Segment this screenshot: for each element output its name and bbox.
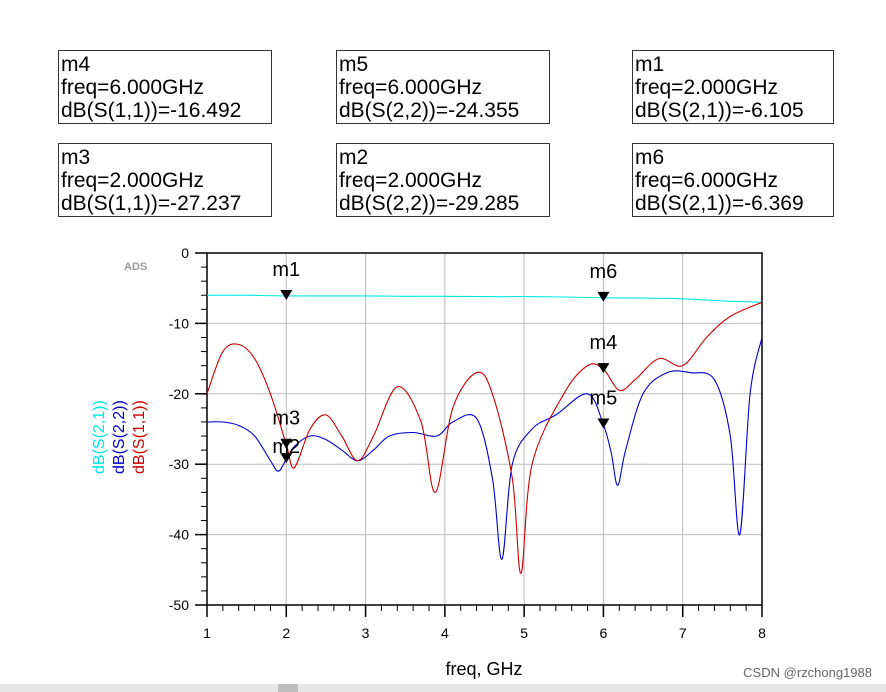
ads-brand-label: ADS (124, 261, 147, 273)
y-tick-label: -50 (169, 597, 189, 613)
marker-m6-triangle (597, 291, 610, 302)
x-tick-label: 1 (203, 625, 211, 641)
y-axis-legend: dB(S(2,1)) dB(S(2,2)) dB(S(1,1)) (91, 400, 148, 474)
scrollbar-thumb[interactable] (278, 684, 298, 692)
marker-m5-triangle (597, 418, 610, 429)
marker-name: m2 (339, 146, 369, 169)
marker-name: m4 (61, 53, 91, 76)
marker-freq: freq=6.000GHz (61, 76, 205, 99)
marker-m2-triangle (280, 453, 293, 464)
marker-value: dB(S(1,1))=-16.492 (61, 99, 242, 122)
marker-value: dB(S(2,1))=-6.105 (635, 99, 804, 122)
x-tick-label: 8 (758, 625, 766, 641)
y-tick-label: 0 (181, 245, 189, 261)
marker-m3-triangle (280, 438, 293, 449)
tick-labels: 1 2 3 4 5 6 7 8 0 -10 -20 -30 -40 -50 (169, 245, 766, 641)
marker-readout-m2: m2 freq=2.000GHz dB(S(2,2))=-29.285 (336, 143, 550, 217)
x-axis-label: freq, GHz (445, 659, 522, 679)
marker-value: dB(S(2,2))=-29.285 (339, 192, 520, 215)
plot-area (206, 252, 763, 606)
marker-m6-label: m6 (590, 261, 618, 283)
x-tick-label: 3 (362, 625, 370, 641)
series-line-s21 (206, 294, 763, 303)
marker-value: dB(S(1,1))=-27.237 (61, 192, 242, 215)
x-tick-label: 4 (441, 625, 449, 641)
marker-freq: freq=2.000GHz (61, 169, 205, 192)
series-line-s11 (206, 301, 763, 574)
horizontal-scrollbar[interactable] (0, 684, 886, 692)
y-tick-label: -30 (169, 456, 189, 472)
marker-readout-m1: m1 freq=2.000GHz dB(S(2,1))=-6.105 (632, 50, 834, 124)
plot-frame (206, 252, 763, 606)
marker-m5-label: m5 (590, 387, 618, 409)
marker-value: dB(S(2,1))=-6.369 (635, 192, 804, 215)
marker-value: dB(S(2,2))=-24.355 (339, 99, 520, 122)
marker-m1-triangle (280, 289, 293, 300)
marker-m4-label: m4 (590, 332, 618, 354)
marker-name: m5 (339, 53, 369, 76)
marker-m3-label: m3 (272, 408, 300, 430)
legend-series-s11: dB(S(1,1)) (131, 400, 148, 474)
marker-m2-label: m2 (272, 436, 300, 458)
y-tick-label: -40 (169, 527, 189, 543)
marker-readout-m3: m3 freq=2.000GHz dB(S(1,1))=-27.237 (58, 143, 272, 217)
marker-glyphs: m1 m6 m4 m5 m3 m2 (272, 259, 618, 464)
marker-freq: freq=6.000GHz (635, 169, 779, 192)
marker-m1-label: m1 (272, 259, 300, 281)
watermark: CSDN @rzchong1988 (743, 665, 872, 680)
marker-m4-triangle (597, 363, 610, 374)
marker-freq: freq=6.000GHz (339, 76, 483, 99)
x-tick-label: 2 (282, 625, 290, 641)
x-tick-label: 6 (600, 625, 608, 641)
series-lines (206, 294, 763, 574)
marker-name: m6 (635, 146, 665, 169)
marker-readout-m5: m5 freq=6.000GHz dB(S(2,2))=-24.355 (336, 50, 550, 124)
marker-freq: freq=2.000GHz (635, 76, 779, 99)
x-tick-label: 5 (520, 625, 528, 641)
marker-freq: freq=2.000GHz (339, 169, 483, 192)
y-tick-label: -10 (169, 315, 189, 331)
marker-name: m1 (635, 53, 665, 76)
minor-ticks (195, 252, 763, 617)
legend-series-s21: dB(S(2,1)) (91, 400, 108, 474)
marker-readout-m4: m4 freq=6.000GHz dB(S(1,1))=-16.492 (58, 50, 272, 124)
legend-series-s22: dB(S(2,2)) (111, 400, 128, 474)
marker-name: m3 (61, 146, 91, 169)
x-tick-label: 7 (679, 625, 687, 641)
y-tick-label: -20 (169, 386, 189, 402)
marker-readout-m6: m6 freq=6.000GHz dB(S(2,1))=-6.369 (632, 143, 834, 217)
